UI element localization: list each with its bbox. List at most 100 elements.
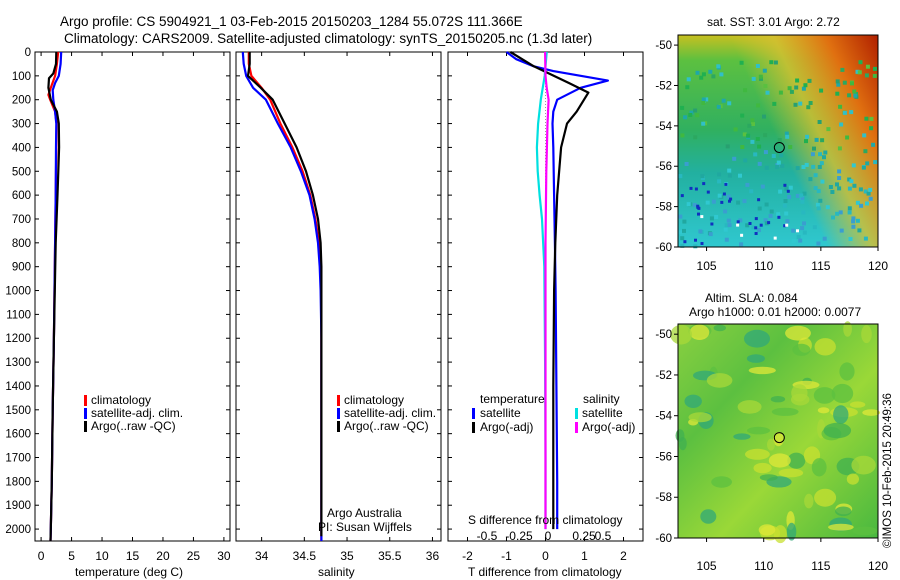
sst-pixel (842, 80, 847, 85)
sla-anomaly-blob (689, 324, 710, 340)
sst-pixel (863, 149, 868, 154)
sst-pixel (864, 116, 869, 121)
sst-pixel (723, 227, 728, 232)
title-line-2: Climatology: CARS2009. Satellite-adjuste… (64, 31, 592, 46)
sst-pixel (750, 139, 755, 144)
x-tick-label: -1 (501, 549, 512, 563)
sst-pixel (855, 200, 860, 205)
x-tick-label: 10 (95, 549, 109, 563)
sst-pixel (784, 186, 789, 191)
temperature-axis-label: temperature (deg C) (75, 565, 183, 579)
sst-pixel (823, 150, 828, 155)
sla-anomaly-blob (767, 438, 775, 451)
depth-tick-label: 1800 (5, 476, 31, 488)
sla-anomaly-blob (833, 405, 849, 424)
sst-pixel (793, 102, 798, 107)
legend-swatch-satellite (84, 408, 87, 419)
map-lat-label: -60 (655, 533, 672, 545)
sst-pixel (763, 150, 768, 155)
map-lat-label: -60 (655, 242, 672, 254)
depth-tick-label: 1200 (5, 333, 31, 345)
sla-anomaly-blob (748, 366, 776, 375)
sla-anomaly-blob (813, 387, 836, 404)
sst-pixel (726, 194, 731, 199)
legend-label-climatology: climatology (91, 393, 151, 407)
float-location-marker (773, 142, 785, 154)
map-lat-label: -56 (655, 161, 672, 173)
map-lat-label: -52 (655, 370, 672, 382)
sst-pixel (868, 187, 873, 192)
depth-tick-label: 200 (12, 95, 31, 107)
sst-pixel (756, 103, 761, 108)
sst-pixel (808, 177, 813, 182)
legend-swatch-climatology (337, 395, 340, 406)
sla-anomaly-blob (706, 373, 733, 388)
sst-pixel (852, 183, 857, 188)
sst-pixel (682, 228, 686, 233)
sst-pixel (851, 163, 856, 168)
sst-pixel (851, 216, 856, 221)
sla-map-title-2: Argo h1000: 0.01 h2000: 0.0077 (689, 305, 861, 319)
sst-pixel (699, 75, 704, 80)
float-location-marker (773, 432, 785, 444)
x-tick-label: 34.5 (293, 549, 317, 563)
sst-pixel (791, 228, 796, 233)
sst-pixel (820, 138, 825, 143)
legend-label-temp-argo: Argo(-adj) (480, 420, 533, 434)
sla-anomaly-blob (778, 468, 804, 478)
sst-pixel (853, 93, 858, 98)
sst-pixel (795, 78, 800, 83)
legend-swatch-argo (337, 421, 340, 432)
sst-missing-pixel (702, 182, 706, 186)
sst-pixel (847, 210, 852, 215)
sst-pixel (680, 236, 685, 241)
sst-pixel (873, 66, 877, 71)
sst-pixel (801, 165, 806, 169)
series-line-temperature-argo-adj- (509, 51, 590, 530)
sst-pixel (839, 228, 844, 233)
sla-anomaly-blob (814, 338, 836, 356)
profile-lines (47, 51, 610, 542)
sst-gap-pixel (736, 223, 740, 227)
s-difference-axis-label: S difference from climatology (468, 513, 623, 527)
legend-label-climatology: climatology (344, 393, 404, 407)
sst-missing-pixel (754, 226, 758, 230)
sst-pixel (816, 206, 821, 211)
sst-pixel (872, 73, 877, 78)
sst-pixel (765, 90, 770, 95)
sst-pixel (740, 113, 745, 118)
sst-pixel (746, 133, 751, 138)
sla-anomaly-blob (862, 409, 881, 416)
sst-pixel (680, 133, 685, 138)
x-tick-label: 34 (255, 549, 269, 563)
sst-pixel (763, 133, 768, 138)
sst-pixel (859, 203, 864, 208)
sst-missing-pixel (700, 242, 704, 245)
sst-missing-pixel (683, 240, 687, 244)
sst-pixel (862, 133, 867, 138)
map-lon-label: 120 (868, 259, 888, 273)
sst-missing-pixel (783, 183, 787, 187)
sst-pixel (680, 105, 685, 110)
sla-map (670, 321, 881, 544)
sla-anomaly-blob (839, 362, 855, 381)
map-lat-label: -56 (655, 451, 672, 463)
sst-pixel (708, 69, 713, 74)
sst-pixel (798, 101, 803, 106)
sst-missing-pixel (724, 182, 728, 186)
sla-map-frame (677, 323, 879, 539)
sst-pixel (873, 160, 878, 165)
sst-pixel (785, 219, 790, 224)
sst-pixel (719, 72, 724, 77)
sst-map-title: sat. SST: 3.01 Argo: 2.72 (707, 15, 840, 29)
sst-pixel (868, 196, 873, 201)
sst-pixel (788, 145, 793, 149)
legend-swatch-sal-argo (575, 422, 578, 433)
map-lat-label: -58 (655, 202, 672, 214)
sst-pixel (865, 64, 870, 69)
sst-gap-pixel (773, 236, 777, 240)
x-tick-label: -2 (462, 549, 473, 563)
sst-pixel (838, 210, 843, 215)
sst-pixel (851, 224, 856, 229)
sla-anomaly-blob (711, 476, 732, 488)
